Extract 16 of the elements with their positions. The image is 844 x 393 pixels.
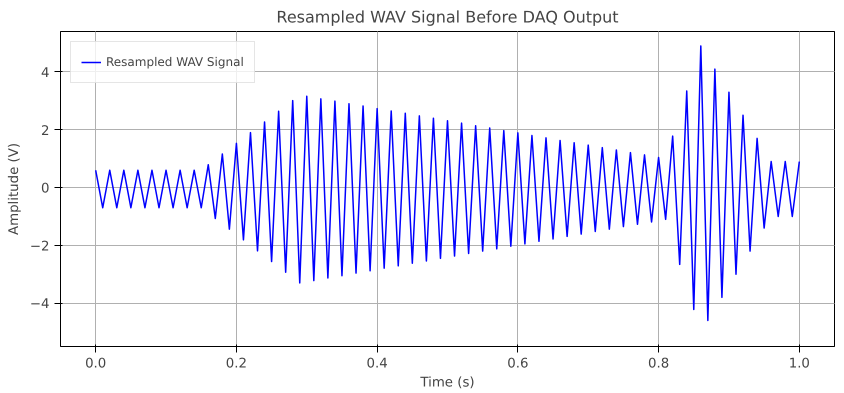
x-tick-label: 0.8 — [648, 356, 670, 372]
x-axis-title: Time (s) — [419, 376, 475, 390]
y-tick-label: −4 — [30, 297, 50, 312]
x-tick-label: 1.0 — [788, 356, 810, 372]
x-tick-label: 0.4 — [366, 356, 388, 372]
y-tick-label: −2 — [30, 239, 50, 254]
x-tick-label: 0.2 — [226, 356, 248, 372]
line-series — [94, 45, 800, 322]
y-tick-label: 2 — [41, 124, 50, 139]
chart-title: Resampled WAV Signal Before DAQ Output — [276, 8, 619, 26]
y-tick-label: 4 — [41, 66, 50, 81]
legend-label: Resampled WAV Signal — [106, 55, 244, 69]
x-tick-label: 0.6 — [507, 356, 528, 372]
x-tick-label: 0.0 — [85, 356, 106, 372]
y-tick-label: 0 — [41, 182, 50, 197]
y-axis-title: Amplitude (V) — [6, 142, 22, 236]
